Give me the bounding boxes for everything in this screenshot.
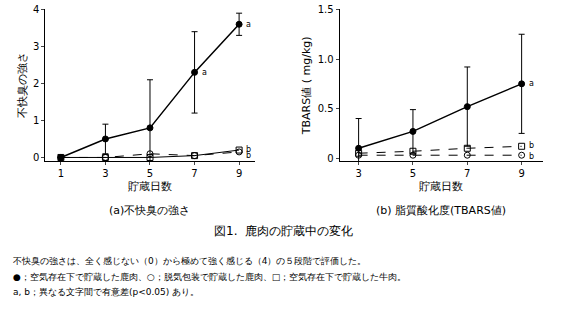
svg-text:2: 2 [33, 78, 39, 89]
svg-text:1: 1 [58, 168, 64, 179]
svg-text:5: 5 [410, 168, 416, 179]
svg-text:1.0: 1.0 [318, 54, 334, 65]
svg-text:図1. 鹿肉の貯蔵中の変化: 図1. 鹿肉の貯蔵中の変化 [214, 224, 353, 238]
svg-text:不快臭の強さは、全く感じない（0）から極めて強く感じる（4）: 不快臭の強さは、全く感じない（0）から極めて強く感じる（4）の５段階で評価した。 [13, 256, 366, 266]
svg-text:9: 9 [236, 168, 242, 179]
svg-text:a: a [202, 68, 207, 77]
svg-text:7: 7 [464, 168, 470, 179]
svg-text:0: 0 [327, 153, 333, 164]
svg-text:b: b [529, 141, 534, 150]
svg-text:貯蔵日数: 貯蔵日数 [419, 180, 463, 193]
svg-text:a: a [529, 79, 534, 88]
svg-text:1.5: 1.5 [318, 4, 334, 15]
svg-text:a, b；異なる文字間で有意差(p<0.05) あり。: a, b；異なる文字間で有意差(p<0.05) あり。 [13, 287, 199, 297]
svg-text:貯蔵日数: 貯蔵日数 [128, 180, 172, 193]
svg-text:3: 3 [33, 41, 39, 52]
svg-text:(a)不快臭の強さ: (a)不快臭の強さ [109, 204, 190, 217]
svg-text:b: b [246, 151, 251, 160]
svg-text:4: 4 [33, 4, 39, 15]
svg-text:3: 3 [102, 168, 108, 179]
svg-text:b: b [246, 145, 251, 154]
svg-text:b: b [529, 152, 534, 161]
svg-text:5: 5 [147, 168, 153, 179]
svg-text:●；空気存在下で貯蔵した鹿肉、○；脱気包装で貯蔵した鹿肉、□: ●；空気存在下で貯蔵した鹿肉、○；脱気包装で貯蔵した鹿肉、□；空気存在下で貯蔵し… [13, 272, 406, 282]
svg-text:1: 1 [33, 115, 39, 126]
svg-text:0: 0 [33, 152, 39, 163]
svg-text:a: a [246, 20, 251, 29]
svg-text:TBARS値 ( mg/kg): TBARS値 ( mg/kg) [300, 36, 313, 135]
svg-text:7: 7 [191, 168, 197, 179]
svg-text:9: 9 [518, 168, 524, 179]
svg-text:不快臭の強さ: 不快臭の強さ [16, 52, 29, 118]
svg-text:(b) 脂質酸化度(TBARS値): (b) 脂質酸化度(TBARS値) [376, 204, 506, 217]
svg-text:3: 3 [355, 168, 361, 179]
svg-text:0.5: 0.5 [318, 103, 334, 114]
